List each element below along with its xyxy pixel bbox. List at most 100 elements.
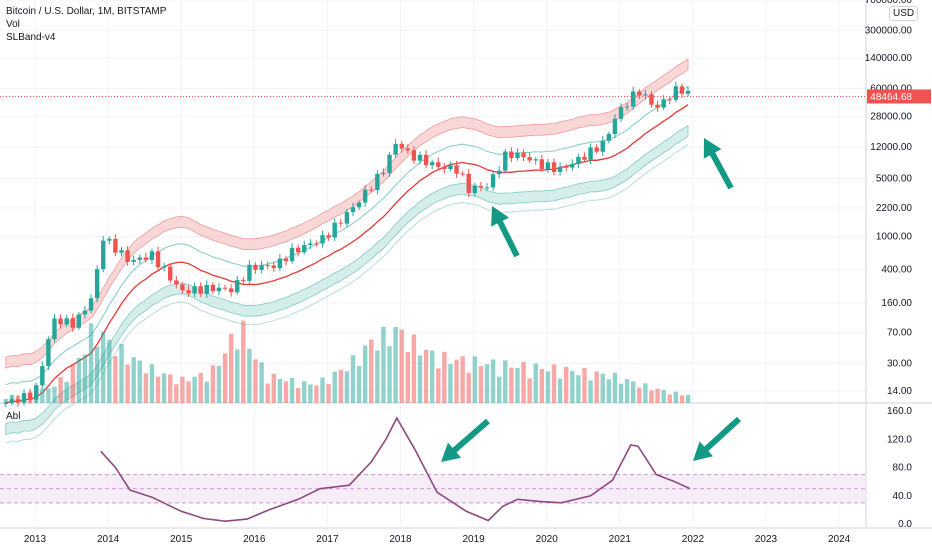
price-axis-tick: 300000.00 xyxy=(865,26,913,37)
candle-body xyxy=(241,280,246,282)
volume-bar xyxy=(454,359,459,403)
candle-body xyxy=(40,366,45,386)
volume-bar xyxy=(381,326,386,403)
band-indicator-label[interactable]: SLBand-v4 xyxy=(6,32,56,43)
volume-bar xyxy=(533,363,538,403)
volume-bar xyxy=(393,326,398,403)
oscillator-legend[interactable]: Abl xyxy=(6,411,21,422)
candle-body xyxy=(624,106,630,108)
candle-body xyxy=(405,148,411,151)
annotation-arrow xyxy=(703,138,734,190)
volume-bar xyxy=(302,381,307,403)
volume-bar xyxy=(667,394,672,403)
volume-bar xyxy=(198,372,203,403)
candle-body xyxy=(661,99,666,108)
volume-bar xyxy=(131,357,136,403)
volume-bar xyxy=(186,381,191,403)
oscillator-axis-tick: 160.0 xyxy=(887,406,912,417)
oscillator-line xyxy=(100,416,691,523)
candle-body xyxy=(198,286,203,294)
volume-bar xyxy=(253,359,258,403)
volume-bar xyxy=(442,351,447,403)
oscillator-axis-tick: 40.0 xyxy=(893,491,913,502)
candle-body xyxy=(478,185,484,188)
candle-body xyxy=(27,393,33,400)
volume-bar xyxy=(149,364,155,403)
candle-body xyxy=(344,212,350,224)
candle-body xyxy=(673,86,679,100)
volume-bar xyxy=(180,376,185,403)
candle-body xyxy=(588,147,593,160)
volume-bar xyxy=(222,353,228,403)
volume-bar xyxy=(228,333,234,403)
volume-bar xyxy=(94,346,100,403)
candle-body xyxy=(271,265,276,269)
candle-body xyxy=(277,258,283,269)
volume-bar xyxy=(107,339,112,403)
candle-body xyxy=(436,162,441,167)
candle-body xyxy=(94,269,100,299)
currency-badge[interactable]: USD xyxy=(889,6,919,21)
time-axis-tick: 2016 xyxy=(243,534,266,545)
time-axis-tick: 2020 xyxy=(536,534,559,545)
candle-body xyxy=(235,280,240,293)
candle-body xyxy=(637,91,642,96)
axes-layer[interactable]: 700000.00 300000.00 140000.00 60000.00 28000… xyxy=(24,0,931,545)
time-axis-tick: 2013 xyxy=(24,534,47,545)
candle-body xyxy=(606,134,612,141)
candle-body xyxy=(399,143,404,149)
vol-indicator-label[interactable]: Vol xyxy=(6,19,20,30)
volume-bar xyxy=(643,383,648,403)
candle-body xyxy=(643,94,648,96)
volume-bar xyxy=(46,388,51,403)
price-axis-tick: 160.00 xyxy=(881,298,912,309)
volume-bar xyxy=(624,379,630,403)
volume-bar xyxy=(326,384,331,403)
time-axis-tick: 2019 xyxy=(462,534,485,545)
candle-body xyxy=(64,318,69,325)
price-axis-tick: 60000.00 xyxy=(870,84,912,95)
volume-bar xyxy=(289,377,295,403)
candle-body xyxy=(618,107,624,119)
candle-body xyxy=(52,318,57,340)
candle-body xyxy=(21,393,27,403)
candle-body xyxy=(302,244,307,253)
candle-body xyxy=(551,162,557,172)
candle-body xyxy=(46,339,51,367)
oscillator-axis-tick: 120.0 xyxy=(887,434,912,445)
price-axis-tick: 12000.00 xyxy=(870,142,912,153)
price-axis-tick: 70.00 xyxy=(887,328,912,339)
volume-bar xyxy=(631,381,636,403)
volume-bar xyxy=(314,385,319,403)
time-axis-tick: 2017 xyxy=(316,534,339,545)
volume-bar xyxy=(387,346,392,403)
volume-bar xyxy=(362,345,368,403)
candle-body xyxy=(454,165,459,174)
candle-body xyxy=(3,403,8,404)
volume-bar xyxy=(509,367,514,403)
volume-bar xyxy=(594,371,599,403)
candle-body xyxy=(125,250,130,262)
candle-body xyxy=(362,189,368,203)
volume-bar xyxy=(655,388,660,403)
volume-bar xyxy=(295,388,301,403)
volume-bar xyxy=(503,360,508,403)
candle-body xyxy=(387,154,392,173)
volume-bar xyxy=(588,380,593,403)
oscillator-axis-tick: 0.0 xyxy=(898,519,912,530)
volume-bar xyxy=(356,365,362,403)
volume-bar xyxy=(612,372,618,403)
symbol-title[interactable]: Bitcoin / U.S. Dollar, 1M, BITSTAMP xyxy=(6,6,167,17)
band-layer xyxy=(5,58,689,444)
volume-bar xyxy=(82,354,88,403)
candle-body xyxy=(326,235,331,238)
candle-body xyxy=(356,202,362,208)
candle-body xyxy=(484,187,490,189)
time-axis-tick: 2018 xyxy=(389,534,412,545)
candle-body xyxy=(685,90,691,94)
volume-bar xyxy=(88,323,94,403)
candle-body xyxy=(460,173,465,175)
volume-bar xyxy=(277,379,283,403)
candle-body xyxy=(527,157,532,161)
